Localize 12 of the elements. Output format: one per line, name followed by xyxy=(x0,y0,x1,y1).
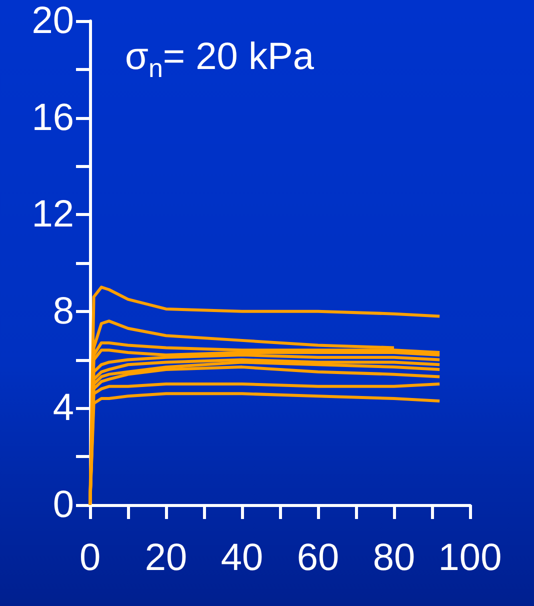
y-tick-label: 0 xyxy=(52,484,74,526)
x-tick-label: 40 xyxy=(220,537,264,579)
x-tick-label: 80 xyxy=(372,537,416,579)
x-tick-label: 60 xyxy=(296,537,340,579)
x-tick-label: 20 xyxy=(144,537,188,579)
y-tick-label: 8 xyxy=(52,290,74,332)
x-tick-label: 0 xyxy=(79,537,101,579)
y-tick-label: 12 xyxy=(32,194,74,236)
y-tick-label: 16 xyxy=(32,96,74,139)
y-tick-label: 20 xyxy=(32,0,74,42)
x-tick-label: 100 xyxy=(438,537,502,579)
y-tick-label: 4 xyxy=(52,387,74,430)
